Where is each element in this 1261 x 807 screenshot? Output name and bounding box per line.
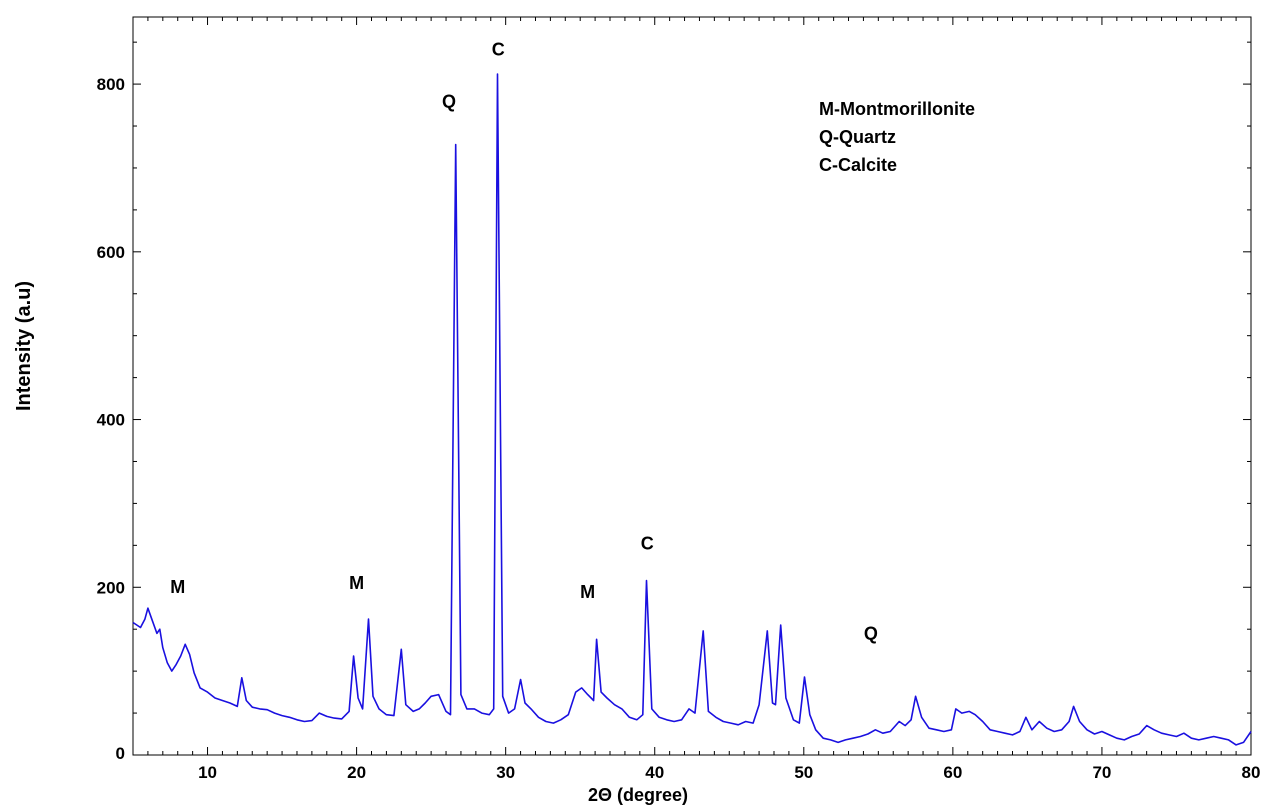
peak-annotations: M M Q C M C Q xyxy=(170,40,878,644)
y-tick-label: 0 xyxy=(116,744,125,763)
x-tick-label: 20 xyxy=(347,763,366,782)
y-tick-label: 800 xyxy=(97,75,125,94)
peak-label: C xyxy=(641,534,654,554)
plot-frame xyxy=(132,16,1252,756)
x-axis-title: 2Θ (degree) xyxy=(588,785,688,805)
x-tick-label: 50 xyxy=(794,763,813,782)
plot-border xyxy=(132,16,1252,756)
peak-label: M xyxy=(580,582,595,602)
x-tick-label: 70 xyxy=(1092,763,1111,782)
x-axis: 10 20 30 40 50 60 70 80 xyxy=(147,17,1261,782)
y-axis-title: Intensity (a.u) xyxy=(13,281,35,411)
peak-label: M xyxy=(170,577,185,597)
x-tick-label: 80 xyxy=(1242,763,1261,782)
peak-label: Q xyxy=(864,623,878,643)
xrd-series-line xyxy=(132,73,1252,746)
x-tick-label: 40 xyxy=(645,763,664,782)
x-tick-label: 10 xyxy=(198,763,217,782)
peak-label: C xyxy=(492,40,505,60)
legend-item-quartz: Q-Quartz xyxy=(819,127,896,147)
x-tick-label: 30 xyxy=(496,763,515,782)
y-axis: 0 200 400 600 800 xyxy=(97,41,1251,763)
y-tick-label: 400 xyxy=(97,411,125,430)
y-tick-label: 600 xyxy=(97,243,125,262)
legend-item-calcite: C-Calcite xyxy=(819,155,897,175)
x-tick-label: 60 xyxy=(943,763,962,782)
peak-label: M xyxy=(349,573,364,593)
legend: M-Montmorillonite Q-Quartz C-Calcite xyxy=(819,99,975,175)
peak-label: Q xyxy=(442,92,456,112)
y-tick-label: 200 xyxy=(97,578,125,597)
legend-item-montmorillonite: M-Montmorillonite xyxy=(819,99,975,119)
